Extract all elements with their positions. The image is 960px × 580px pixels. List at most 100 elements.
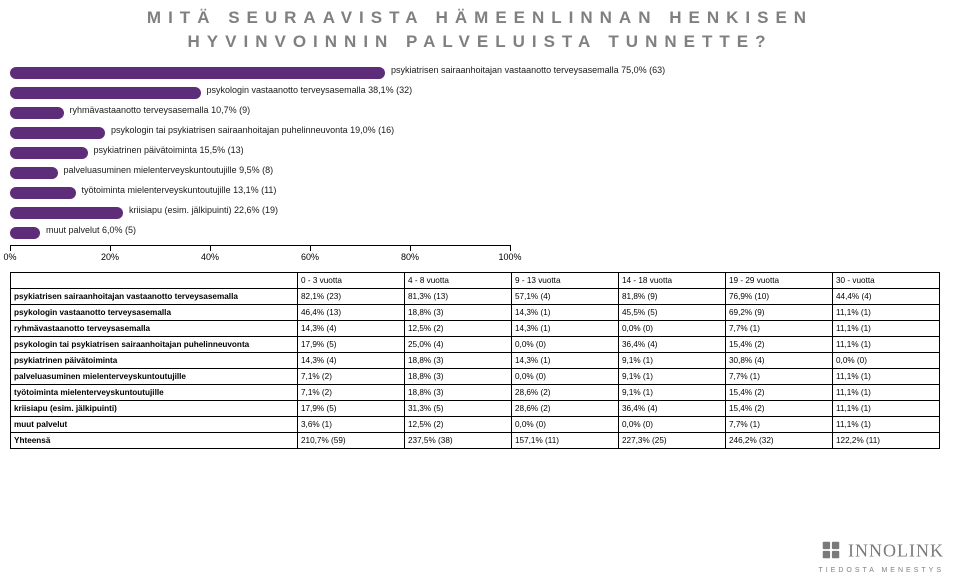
table-row: psykologin tai psykiatrisen sairaanhoita… [11, 336, 940, 352]
table-row-label: kriisiapu (esim. jälkipuinti) [11, 400, 298, 416]
table-cell: 14,3% (4) [298, 320, 405, 336]
table-cell: 0,0% (0) [512, 416, 619, 432]
bar-chart: psykiatrisen sairaanhoitajan vastaanotto… [10, 64, 690, 264]
bar-row: työtoiminta mielenterveyskuntoutujille 1… [10, 184, 690, 202]
table-cell: 14,3% (1) [512, 352, 619, 368]
bar-label: ryhmävastaanotto terveysasemalla 10,7% (… [70, 105, 251, 115]
table-cell: 9,1% (1) [619, 352, 726, 368]
table-cell: 12,5% (2) [405, 416, 512, 432]
table-row-label: muut palvelut [11, 416, 298, 432]
table-row: psykiatrinen päivätoiminta14,3% (4)18,8%… [11, 352, 940, 368]
table-row: psykologin vastaanotto terveysasemalla46… [11, 304, 940, 320]
table-row-label: Yhteensä [11, 432, 298, 448]
table-header-cell: 0 - 3 vuotta [298, 272, 405, 288]
table-cell: 11,1% (1) [833, 304, 940, 320]
table-cell: 122,2% (11) [833, 432, 940, 448]
table-cell: 15,4% (2) [726, 336, 833, 352]
table-row: palveluasuminen mielenterveyskuntoutujil… [11, 368, 940, 384]
table-cell: 36,4% (4) [619, 400, 726, 416]
brand-logo-icon [820, 539, 842, 566]
bar [10, 107, 64, 119]
brand-name: INNOLINK [848, 541, 944, 561]
data-table: 0 - 3 vuotta4 - 8 vuotta9 - 13 vuotta14 … [10, 272, 940, 449]
table-cell: 25,0% (4) [405, 336, 512, 352]
table-header-cell: 4 - 8 vuotta [405, 272, 512, 288]
table-row-label: ryhmävastaanotto terveysasemalla [11, 320, 298, 336]
table-cell: 46,4% (13) [298, 304, 405, 320]
bar-label: psykiatrinen päivätoiminta 15,5% (13) [94, 145, 244, 155]
table-cell: 0,0% (0) [619, 320, 726, 336]
table-cell: 7,1% (2) [298, 368, 405, 384]
table-row: psykiatrisen sairaanhoitajan vastaanotto… [11, 288, 940, 304]
table-cell: 7,7% (1) [726, 416, 833, 432]
bar-row: kriisiapu (esim. jälkipuinti) 22,6% (19) [10, 204, 690, 222]
bar [10, 227, 40, 239]
table-cell: 31,3% (5) [405, 400, 512, 416]
bar [10, 187, 76, 199]
axis-tick-label: 20% [101, 252, 119, 262]
table-row: Yhteensä210,7% (59)237,5% (38)157,1% (11… [11, 432, 940, 448]
table-cell: 11,1% (1) [833, 416, 940, 432]
table-cell: 11,1% (1) [833, 320, 940, 336]
brand-tagline: TIEDOSTA MENESTYS [818, 567, 944, 574]
bar-label: työtoiminta mielenterveyskuntoutujille 1… [82, 185, 277, 195]
bar-row: palveluasuminen mielenterveyskuntoutujil… [10, 164, 690, 182]
table-cell: 18,8% (3) [405, 352, 512, 368]
axis-tick-label: 100% [498, 252, 521, 262]
table-cell: 246,2% (32) [726, 432, 833, 448]
table-cell: 69,2% (9) [726, 304, 833, 320]
table-cell: 7,7% (1) [726, 368, 833, 384]
table-header-cell: 30 - vuotta [833, 272, 940, 288]
table-cell: 15,4% (2) [726, 400, 833, 416]
table-cell: 17,9% (5) [298, 400, 405, 416]
table-cell: 0,0% (0) [512, 368, 619, 384]
table-cell: 45,5% (5) [619, 304, 726, 320]
axis-tick-label: 0% [3, 252, 16, 262]
table-cell: 17,9% (5) [298, 336, 405, 352]
bar [10, 207, 123, 219]
bar [10, 127, 105, 139]
table-cell: 9,1% (1) [619, 368, 726, 384]
table-cell: 11,1% (1) [833, 384, 940, 400]
table-cell: 30,8% (4) [726, 352, 833, 368]
table-cell: 57,1% (4) [512, 288, 619, 304]
table-header-cell: 14 - 18 vuotta [619, 272, 726, 288]
bar [10, 87, 201, 99]
table-cell: 81,8% (9) [619, 288, 726, 304]
bar-label: kriisiapu (esim. jälkipuinti) 22,6% (19) [129, 205, 278, 215]
table-cell: 76,9% (10) [726, 288, 833, 304]
table-row: kriisiapu (esim. jälkipuinti)17,9% (5)31… [11, 400, 940, 416]
table-row-label: psykiatrinen päivätoiminta [11, 352, 298, 368]
table-cell: 0,0% (0) [833, 352, 940, 368]
bar-row: psykiatrinen päivätoiminta 15,5% (13) [10, 144, 690, 162]
table-cell: 0,0% (0) [619, 416, 726, 432]
table-cell: 82,1% (23) [298, 288, 405, 304]
table-cell: 227,3% (25) [619, 432, 726, 448]
table-row-label: työtoiminta mielenterveyskuntoutujille [11, 384, 298, 400]
table-row-label: palveluasuminen mielenterveyskuntoutujil… [11, 368, 298, 384]
axis-tick [210, 245, 211, 251]
bar [10, 147, 88, 159]
table-header-row: 0 - 3 vuotta4 - 8 vuotta9 - 13 vuotta14 … [11, 272, 940, 288]
axis-tick-label: 40% [201, 252, 219, 262]
table-cell: 12,5% (2) [405, 320, 512, 336]
bar-row: psykiatrisen sairaanhoitajan vastaanotto… [10, 64, 690, 82]
title-line-2: HYVINVOINNIN PALVELUISTA TUNNETTE? [188, 32, 773, 51]
table-cell: 36,4% (4) [619, 336, 726, 352]
table-row: työtoiminta mielenterveyskuntoutujille7,… [11, 384, 940, 400]
table-cell: 18,8% (3) [405, 304, 512, 320]
bar-label: muut palvelut 6,0% (5) [46, 225, 136, 235]
table-cell: 28,6% (2) [512, 400, 619, 416]
table-cell: 7,1% (2) [298, 384, 405, 400]
table-cell: 18,8% (3) [405, 368, 512, 384]
table-cell: 14,3% (1) [512, 320, 619, 336]
table-cell: 11,1% (1) [833, 336, 940, 352]
title-line-1: MITÄ SEURAAVISTA HÄMEENLINNAN HENKISEN [147, 8, 813, 27]
brand-footer: INNOLINK TIEDOSTA MENESTYS [818, 539, 944, 574]
table-cell: 18,8% (3) [405, 384, 512, 400]
table-cell: 7,7% (1) [726, 320, 833, 336]
bar-label: psykologin tai psykiatrisen sairaanhoita… [111, 125, 394, 135]
table-cell: 14,3% (1) [512, 304, 619, 320]
table-cell: 157,1% (11) [512, 432, 619, 448]
axis-tick-label: 80% [401, 252, 419, 262]
